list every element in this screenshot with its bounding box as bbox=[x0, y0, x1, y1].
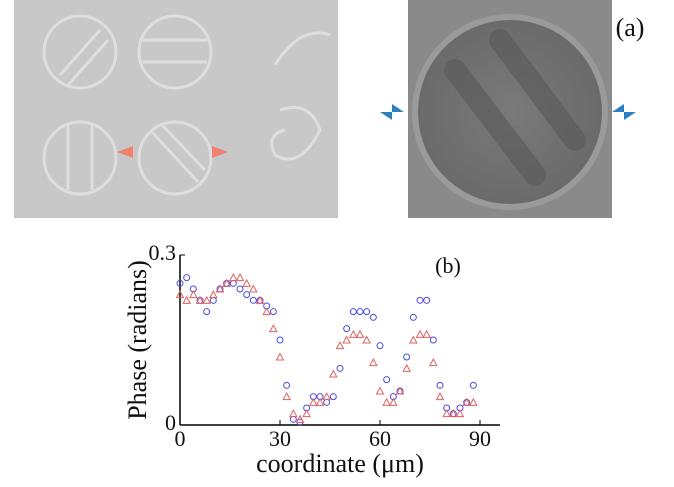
circle-point bbox=[403, 353, 411, 361]
triangle-point bbox=[342, 335, 352, 344]
triangle-point bbox=[448, 409, 458, 418]
triangle-point bbox=[302, 409, 312, 418]
triangle-point bbox=[468, 397, 478, 406]
y-tick-label: 0 bbox=[165, 410, 176, 435]
circle-point bbox=[249, 296, 257, 304]
circle-point bbox=[343, 325, 351, 333]
triangle-point bbox=[275, 352, 285, 361]
triangle-point bbox=[362, 335, 372, 344]
x-tick-label: 60 bbox=[369, 426, 391, 451]
circle-point bbox=[356, 308, 364, 316]
circle-point bbox=[276, 336, 284, 344]
triangle-point bbox=[202, 295, 212, 304]
x-tick-label: 0 bbox=[175, 426, 186, 451]
circle-point bbox=[209, 296, 217, 304]
triangle-point bbox=[355, 329, 365, 338]
triangle-point bbox=[455, 409, 465, 418]
circle-point bbox=[243, 291, 251, 299]
triangle-point bbox=[268, 324, 278, 333]
triangle-point bbox=[422, 329, 432, 338]
circle-point bbox=[283, 381, 291, 389]
triangle-point bbox=[388, 397, 398, 406]
triangle-point bbox=[428, 358, 438, 367]
triangle-point bbox=[242, 278, 252, 287]
y-tick-label: 0.3 bbox=[149, 240, 177, 265]
triangle-point bbox=[375, 386, 385, 395]
circle-point bbox=[363, 308, 371, 316]
arrow bbox=[612, 104, 636, 120]
triangle-point bbox=[215, 284, 225, 293]
triangle-point bbox=[255, 295, 265, 304]
arrow bbox=[117, 146, 133, 158]
triangle-point bbox=[382, 397, 392, 406]
circle-point bbox=[423, 296, 431, 304]
triangle-point bbox=[442, 409, 452, 418]
circle-point bbox=[176, 279, 184, 287]
triangle-point bbox=[348, 329, 358, 338]
triangle-point bbox=[308, 397, 318, 406]
circle-point bbox=[229, 279, 237, 287]
triangle-point bbox=[235, 273, 245, 282]
triangle-point bbox=[195, 295, 205, 304]
panel-a-left-image bbox=[14, 0, 338, 218]
triangle-point bbox=[188, 290, 198, 299]
triangle-point bbox=[315, 397, 325, 406]
circle-point bbox=[203, 308, 211, 316]
x-tick-label: 30 bbox=[269, 426, 291, 451]
circle-point bbox=[469, 381, 477, 389]
triangle-point bbox=[228, 273, 238, 282]
annotation: (b) bbox=[435, 253, 461, 278]
triangle-point bbox=[435, 392, 445, 401]
circle-point bbox=[269, 308, 277, 316]
triangle-point bbox=[335, 341, 345, 350]
triangle-point bbox=[175, 290, 185, 299]
triangle-point bbox=[248, 284, 258, 293]
triangle-point bbox=[415, 329, 425, 338]
circle-point bbox=[436, 381, 444, 389]
circle-point bbox=[376, 342, 384, 350]
triangle-point bbox=[322, 392, 332, 401]
triangle-point bbox=[288, 409, 298, 418]
y-axis-label: Phase (radians) bbox=[123, 260, 152, 420]
circle-point bbox=[369, 313, 377, 321]
circle-point bbox=[429, 336, 437, 344]
triangle-point bbox=[408, 335, 418, 344]
circle-point bbox=[323, 398, 331, 406]
triangle-point bbox=[462, 397, 472, 406]
circle-point bbox=[409, 313, 417, 321]
circle-point bbox=[329, 393, 337, 401]
x-axis-label: coordinate (μm) bbox=[256, 449, 424, 478]
triangle-point bbox=[328, 369, 338, 378]
circle-point bbox=[383, 376, 391, 384]
panel-label: (a) bbox=[616, 13, 645, 42]
triangle-point bbox=[262, 307, 272, 316]
arrow bbox=[380, 104, 404, 120]
triangle-point bbox=[182, 295, 192, 304]
triangle-point bbox=[222, 278, 232, 287]
triangle-point bbox=[368, 358, 378, 367]
circle-point bbox=[349, 308, 357, 316]
circle-point bbox=[289, 415, 297, 423]
x-tick-label: 90 bbox=[469, 426, 491, 451]
panel-a-right-image bbox=[380, 0, 636, 218]
circle-point bbox=[416, 296, 424, 304]
triangle-point bbox=[282, 392, 292, 401]
circle-point bbox=[336, 364, 344, 372]
circle-point bbox=[236, 285, 244, 293]
triangle-point bbox=[402, 363, 412, 372]
circle-point bbox=[183, 274, 191, 282]
triangle-point bbox=[208, 290, 218, 299]
arrow bbox=[212, 146, 228, 158]
triangle-point bbox=[395, 386, 405, 395]
triangle-point bbox=[295, 414, 305, 423]
